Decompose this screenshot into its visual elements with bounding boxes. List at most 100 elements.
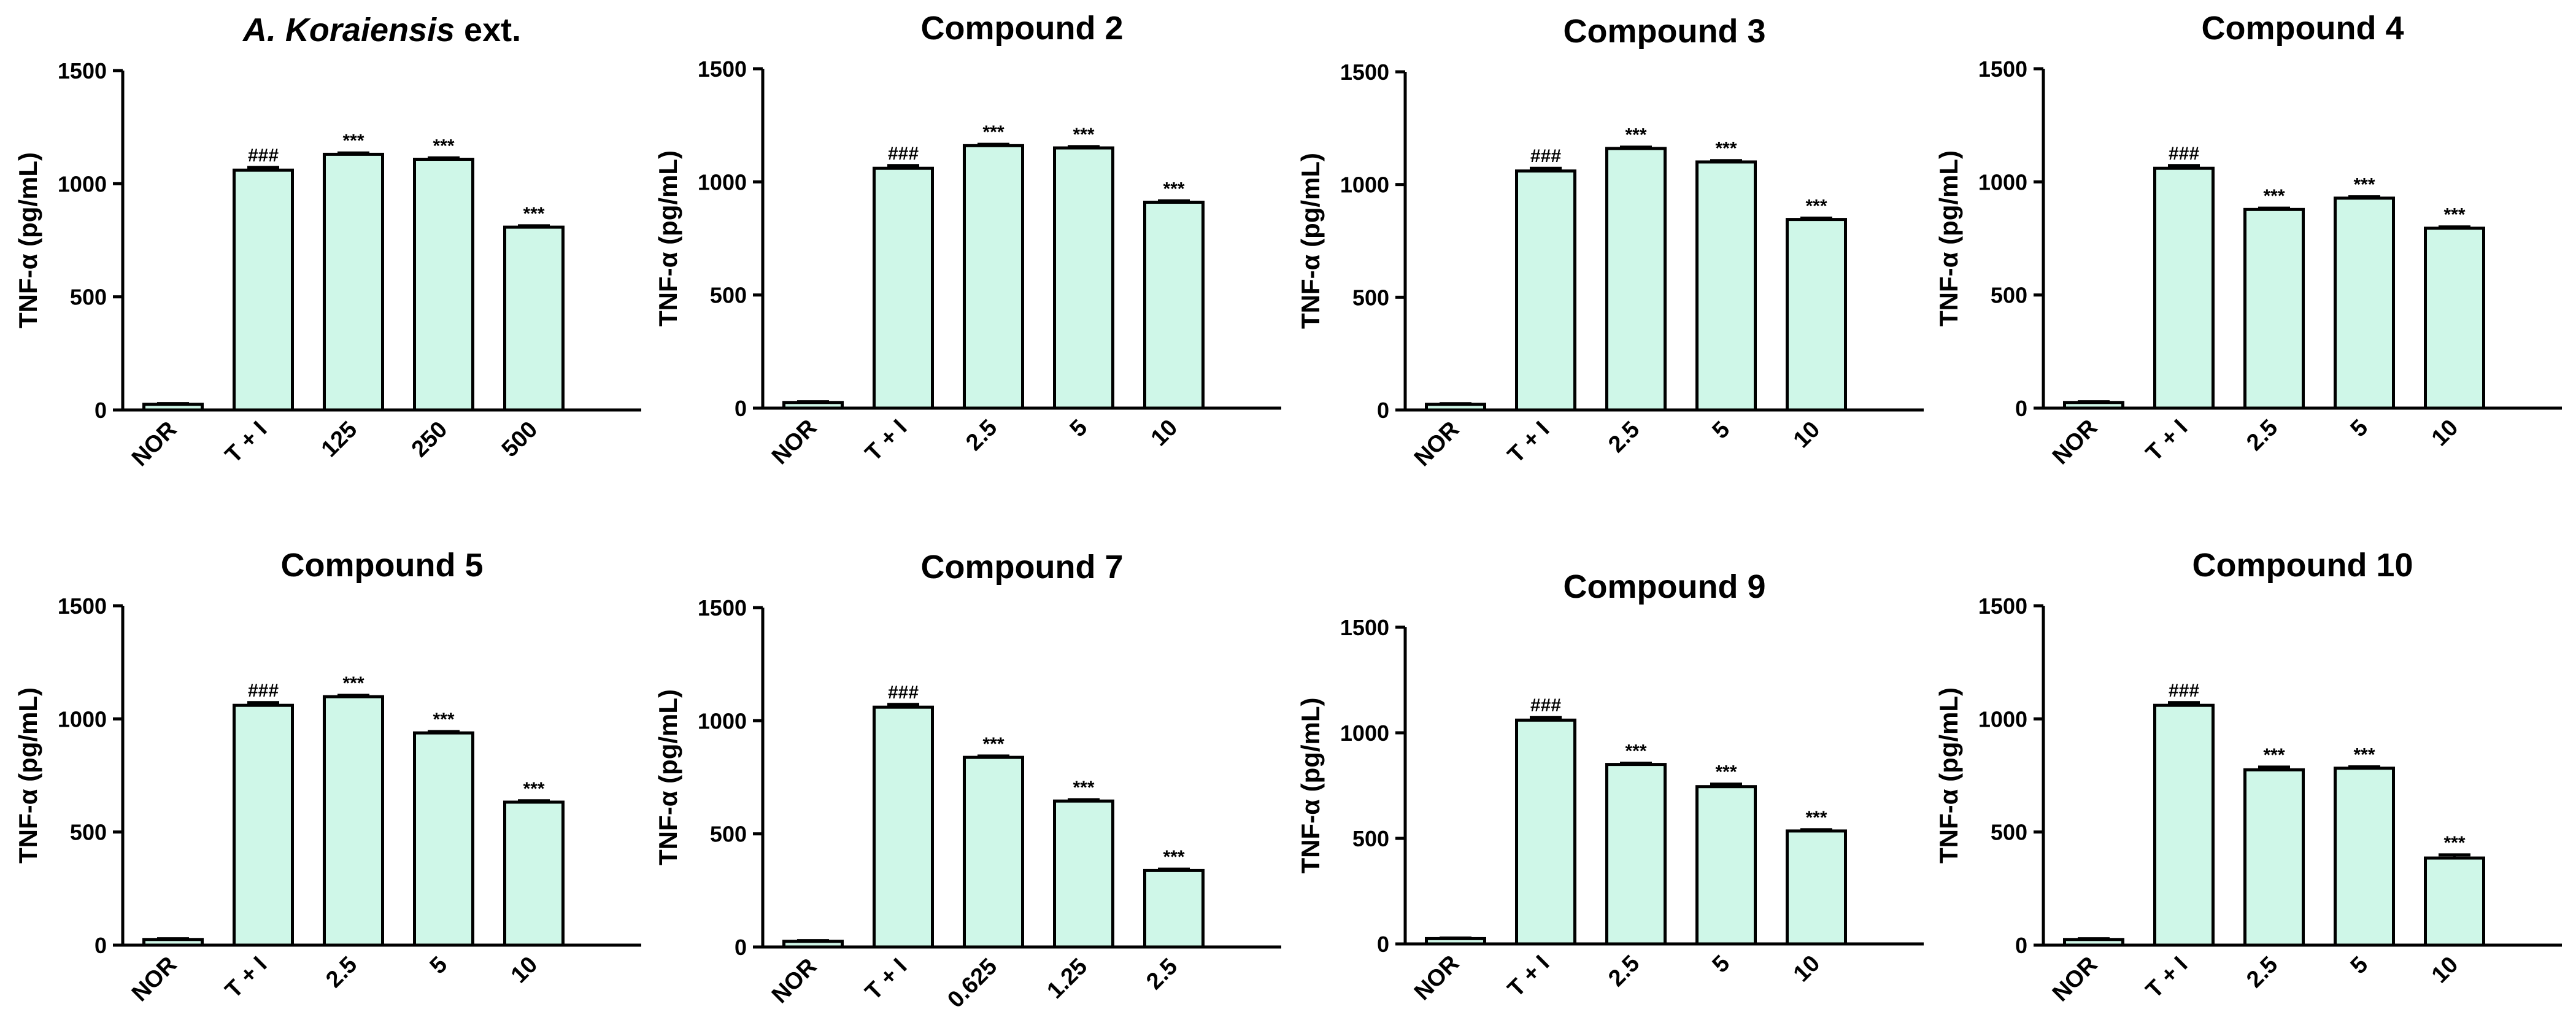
x-tick-label: NOR bbox=[767, 415, 822, 470]
y-axis-label: TNF-α (pg/mL) bbox=[1934, 150, 1963, 327]
x-tick-label: 10 bbox=[1789, 951, 1826, 987]
x-tick-label: 1.25 bbox=[1042, 954, 1092, 1004]
bar bbox=[2243, 207, 2305, 410]
x-tick-label: 250 bbox=[407, 417, 453, 463]
y-tick-label: 1000 bbox=[1340, 721, 1389, 746]
x-tick-label: 2.5 bbox=[2242, 952, 2283, 993]
y-tick-label: 1000 bbox=[698, 708, 747, 733]
x-tick-label: T + I bbox=[2141, 952, 2192, 1003]
x-tick-label: T + I bbox=[860, 954, 912, 1005]
significance-label: ### bbox=[888, 144, 919, 164]
bar bbox=[2424, 226, 2485, 410]
significance-label: ### bbox=[1530, 146, 1561, 166]
significance-label: *** bbox=[342, 131, 364, 151]
bar bbox=[873, 705, 934, 949]
significance-label: *** bbox=[1715, 762, 1737, 783]
bar bbox=[1143, 201, 1205, 410]
x-tick-label: NOR bbox=[127, 417, 182, 471]
significance-label: *** bbox=[2263, 745, 2285, 765]
x-tick-label: NOR bbox=[2048, 952, 2102, 1007]
bar bbox=[1605, 147, 1667, 412]
x-tick-label: 2.5 bbox=[1603, 951, 1645, 992]
significance-label: *** bbox=[523, 204, 544, 224]
bar bbox=[1695, 785, 1757, 946]
significance-label: *** bbox=[1163, 847, 1184, 867]
x-tick-label: 2.5 bbox=[1603, 417, 1645, 458]
y-tick-label: 1500 bbox=[698, 595, 747, 620]
significance-label: ### bbox=[888, 682, 919, 703]
bar bbox=[323, 152, 384, 412]
y-tick-label: 1000 bbox=[698, 169, 747, 195]
chart-panel-0: A. Koraiensis ext. TNF-α (pg/mL) 0 500 1000 1… bbox=[13, 12, 641, 471]
x-tick-label: 5 bbox=[1708, 417, 1735, 444]
significance-label: *** bbox=[1805, 808, 1827, 828]
significance-label: ### bbox=[248, 145, 279, 166]
bar bbox=[1515, 169, 1576, 412]
x-tick-label: NOR bbox=[1409, 951, 1464, 1005]
significance-label: *** bbox=[1625, 741, 1646, 762]
bar bbox=[1053, 146, 1114, 410]
y-tick-label: 1500 bbox=[1978, 593, 2027, 619]
chart-title: A. Koraiensis ext. bbox=[242, 12, 521, 48]
significance-label: ### bbox=[2169, 144, 2199, 164]
bar bbox=[2153, 166, 2215, 410]
x-tick-label: T + I bbox=[220, 952, 272, 1003]
x-tick-label: 2.5 bbox=[321, 952, 362, 993]
y-tick-label: 500 bbox=[1352, 285, 1389, 310]
significance-label: *** bbox=[2263, 186, 2285, 206]
x-tick-label: 2.5 bbox=[2242, 415, 2283, 456]
x-tick-label: 2.5 bbox=[1141, 954, 1182, 995]
x-tick-label: 5 bbox=[2346, 952, 2374, 980]
y-tick-label: 0 bbox=[1377, 398, 1389, 423]
x-tick-label: 500 bbox=[497, 417, 543, 463]
y-tick-label: 0 bbox=[94, 398, 107, 423]
y-tick-label: 500 bbox=[1991, 820, 2027, 845]
chart-panel-6: Compound 9 TNF-α (pg/mL) 0 500 1000 1500 NOR ##… bbox=[1296, 568, 1924, 1005]
y-tick-label: 0 bbox=[735, 396, 747, 421]
y-tick-label: 0 bbox=[735, 935, 747, 960]
y-tick-label: 0 bbox=[1377, 932, 1389, 957]
chart-panel-1: Compound 2 TNF-α (pg/mL) 0 500 1000 1500 NOR ##… bbox=[654, 10, 1281, 470]
y-tick-label: 1500 bbox=[698, 56, 747, 82]
chart-title-italic: A. Koraiensis bbox=[242, 12, 455, 48]
significance-label: ### bbox=[1530, 695, 1561, 716]
chart-title-plain: ext. bbox=[455, 12, 521, 48]
significance-label: *** bbox=[523, 779, 544, 799]
bar bbox=[1053, 799, 1114, 949]
bar bbox=[1143, 868, 1205, 949]
significance-label: *** bbox=[1073, 778, 1094, 798]
significance-label: *** bbox=[1715, 139, 1737, 159]
x-tick-label: 5 bbox=[2346, 415, 2374, 443]
bar bbox=[2334, 767, 2395, 947]
y-tick-label: 1000 bbox=[1340, 172, 1389, 198]
y-axis-label: TNF-α (pg/mL) bbox=[654, 150, 682, 327]
bar bbox=[2334, 196, 2395, 410]
chart-title: Compound 7 bbox=[921, 549, 1124, 585]
x-tick-label: T + I bbox=[220, 417, 272, 468]
x-tick-label: 10 bbox=[2427, 952, 2464, 989]
significance-label: *** bbox=[982, 122, 1004, 142]
x-tick-label: 10 bbox=[1789, 417, 1826, 454]
x-tick-label: 0.625 bbox=[943, 954, 1002, 1013]
x-tick-label: NOR bbox=[2048, 415, 2102, 470]
chart-title: Compound 4 bbox=[2202, 10, 2404, 47]
bar bbox=[233, 168, 294, 412]
bar bbox=[503, 800, 565, 947]
significance-label: *** bbox=[433, 136, 454, 156]
bar bbox=[1786, 218, 1847, 412]
y-axis-label: TNF-α (pg/mL) bbox=[13, 687, 42, 864]
y-tick-label: 1500 bbox=[1978, 56, 2027, 82]
y-tick-label: 1500 bbox=[1340, 615, 1389, 640]
significance-label: *** bbox=[433, 709, 454, 730]
y-tick-label: 500 bbox=[710, 822, 747, 847]
chart-title: Compound 9 bbox=[1564, 568, 1766, 605]
y-tick-label: 500 bbox=[70, 820, 107, 845]
y-axis-label: TNF-α (pg/mL) bbox=[1934, 687, 1963, 864]
significance-label: *** bbox=[1163, 179, 1184, 199]
x-tick-label: 125 bbox=[317, 417, 363, 463]
bar bbox=[413, 158, 474, 412]
y-tick-label: 1500 bbox=[58, 593, 107, 619]
significance-label: *** bbox=[1805, 196, 1827, 216]
bar bbox=[1786, 829, 1847, 946]
significance-label: *** bbox=[1073, 125, 1094, 145]
